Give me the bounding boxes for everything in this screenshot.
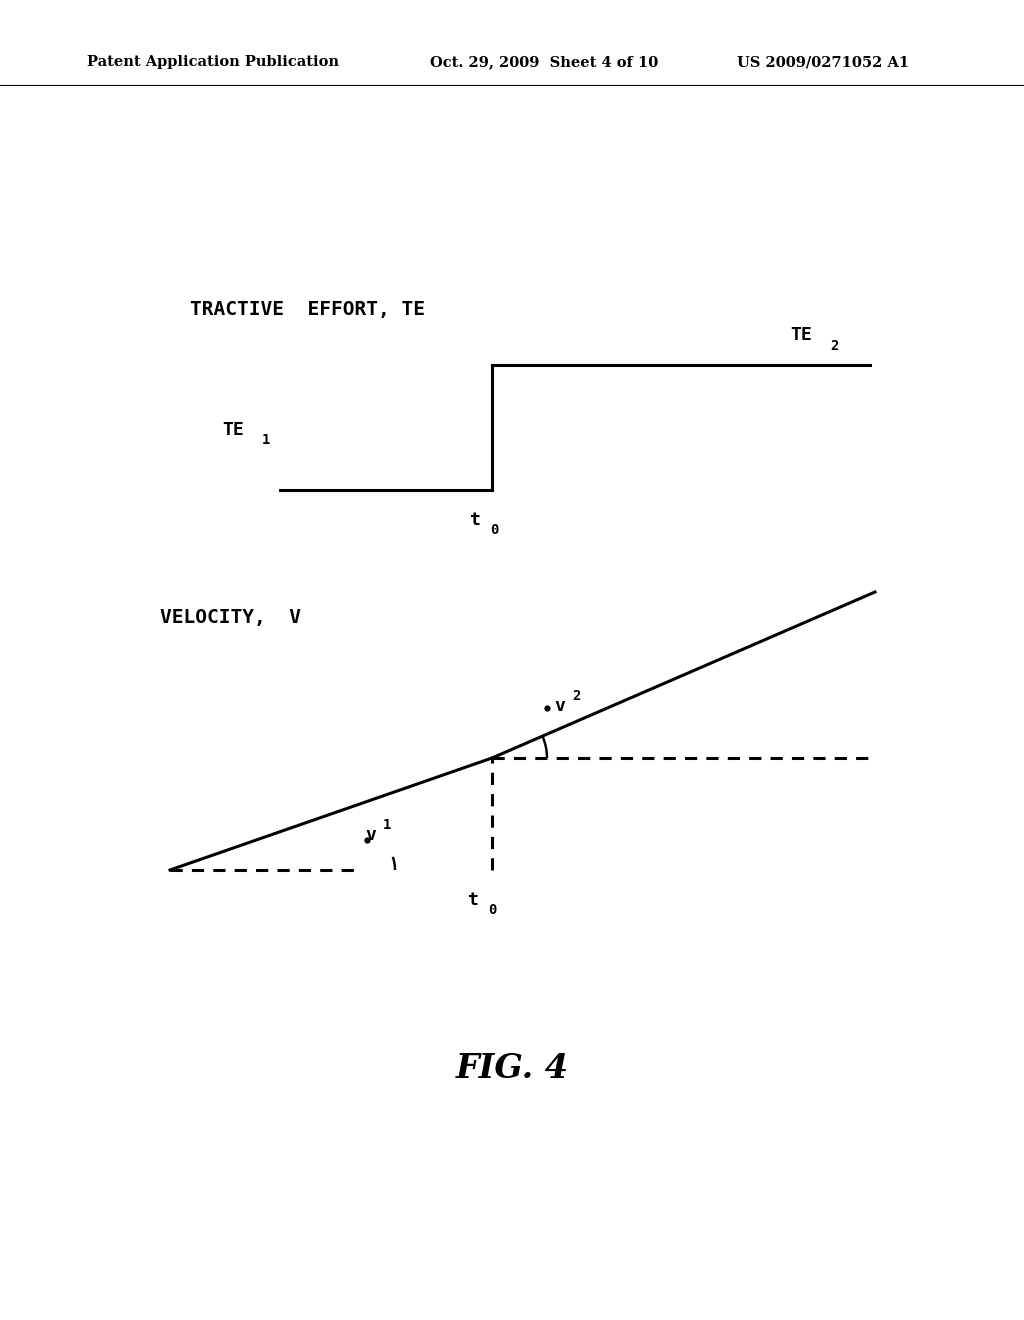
Text: 0: 0 xyxy=(488,903,497,917)
Text: VELOCITY,  V: VELOCITY, V xyxy=(160,609,301,627)
Text: 2: 2 xyxy=(572,689,581,704)
Text: 2: 2 xyxy=(830,339,839,352)
Text: 1: 1 xyxy=(383,818,391,832)
Text: 0: 0 xyxy=(490,523,499,537)
Text: TRACTIVE  EFFORT, TE: TRACTIVE EFFORT, TE xyxy=(190,301,425,319)
Text: Oct. 29, 2009  Sheet 4 of 10: Oct. 29, 2009 Sheet 4 of 10 xyxy=(430,55,658,69)
Text: t: t xyxy=(468,891,479,909)
Text: US 2009/0271052 A1: US 2009/0271052 A1 xyxy=(737,55,909,69)
Text: t: t xyxy=(470,511,481,529)
Text: Patent Application Publication: Patent Application Publication xyxy=(87,55,339,69)
Text: TE: TE xyxy=(790,326,812,345)
Text: v: v xyxy=(365,826,376,843)
Text: 1: 1 xyxy=(262,433,270,447)
Text: FIG. 4: FIG. 4 xyxy=(456,1052,568,1085)
Text: TE: TE xyxy=(222,421,244,440)
Text: v: v xyxy=(554,697,565,715)
